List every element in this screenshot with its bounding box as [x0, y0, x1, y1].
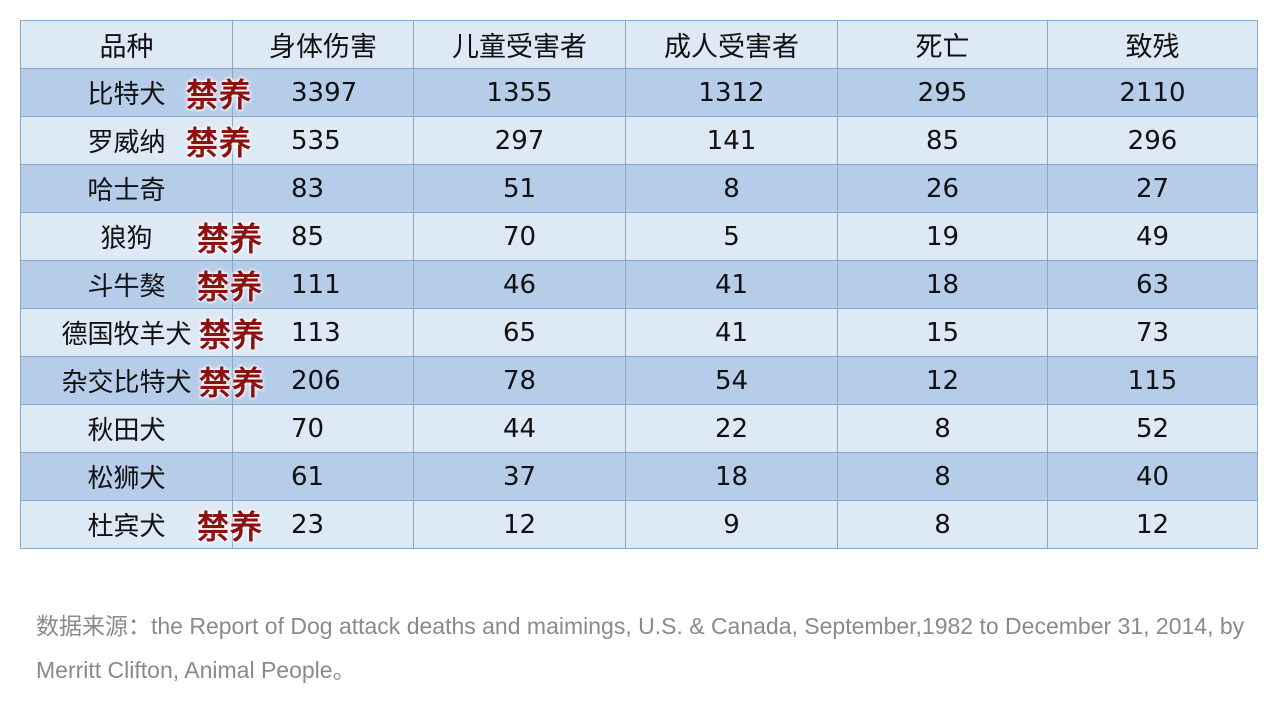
breed-name: 狼狗: [100, 224, 153, 254]
breed-cell: 德国牧羊犬 禁养: [20, 308, 264, 357]
table-row: 斗牛獒 禁养 111 46 41 18 63: [20, 260, 1258, 309]
adult-victims-cell: 18: [625, 452, 838, 501]
deaths-cell: 295: [837, 68, 1048, 117]
breed-cell: 杂交比特犬 禁养: [20, 356, 264, 405]
adult-victims-cell: 54: [625, 356, 838, 405]
deaths-cell: 26: [837, 164, 1048, 213]
maimings-cell: 27: [1047, 164, 1258, 213]
breed-cell: 松狮犬: [20, 452, 233, 501]
child-victims-cell: 44: [413, 404, 626, 453]
deaths-cell: 8: [837, 500, 1048, 549]
table-row: 秋田犬 70 44 22 8 52: [20, 404, 1258, 453]
child-victims-cell: 46: [413, 260, 626, 309]
breed-name: 哈士奇: [87, 176, 166, 206]
ban-label: 禁养: [199, 363, 266, 402]
table-row: 狼狗 禁养 85 70 5 19 49: [20, 212, 1258, 261]
deaths-cell: 8: [837, 404, 1048, 453]
maimings-cell: 52: [1047, 404, 1258, 453]
maimings-cell: 12: [1047, 500, 1258, 549]
breed-cell: 杜宾犬 禁养: [20, 500, 262, 549]
table-row: 哈士奇 83 51 8 26 27: [20, 164, 1258, 213]
table-row: 德国牧羊犬 禁养 113 65 41 15 73: [20, 308, 1258, 357]
child-victims-cell: 51: [413, 164, 626, 213]
breed-cell: 比特犬 禁养: [20, 68, 251, 117]
child-victims-cell: 65: [413, 308, 626, 357]
child-victims-cell: 78: [413, 356, 626, 405]
child-victims-cell: 297: [413, 116, 626, 165]
ban-label: 禁养: [197, 267, 264, 306]
breed-name: 比特犬: [87, 80, 166, 110]
bodily-harm-cell: 113: [232, 308, 414, 357]
header-bodily-harm: 身体伤害: [232, 20, 414, 69]
child-victims-cell: 1355: [413, 68, 626, 117]
breed-cell: 斗牛獒 禁养: [20, 260, 262, 309]
bodily-harm-cell: 85: [232, 212, 414, 261]
ban-label: 禁养: [197, 507, 264, 546]
bodily-harm-cell: 61: [232, 452, 414, 501]
maimings-cell: 115: [1047, 356, 1258, 405]
child-victims-cell: 70: [413, 212, 626, 261]
child-victims-cell: 12: [413, 500, 626, 549]
adult-victims-cell: 9: [625, 500, 838, 549]
adult-victims-cell: 41: [625, 260, 838, 309]
table-row: 比特犬 禁养 3397 1355 1312 295 2110: [20, 68, 1258, 117]
table-header-row: 品种 身体伤害 儿童受害者 成人受害者 死亡 致残: [20, 20, 1258, 69]
ban-label: 禁养: [186, 123, 253, 162]
ban-label: 禁养: [199, 315, 266, 354]
breed-name: 松狮犬: [87, 464, 166, 494]
maimings-cell: 73: [1047, 308, 1258, 357]
bodily-harm-cell: 3397: [232, 68, 414, 117]
adult-victims-cell: 41: [625, 308, 838, 357]
maimings-cell: 49: [1047, 212, 1258, 261]
maimings-cell: 2110: [1047, 68, 1258, 117]
breed-cell: 罗威纳 禁养: [20, 116, 251, 165]
bodily-harm-cell: 70: [232, 404, 414, 453]
table-body: 比特犬 禁养 3397 1355 1312 295 2110 罗威纳 禁养 535 297 141 85…: [20, 68, 1258, 549]
ban-label: 禁养: [186, 75, 253, 114]
table-row: 松狮犬 61 37 18 8 40: [20, 452, 1258, 501]
header-child-victims: 儿童受害者: [413, 20, 626, 69]
adult-victims-cell: 1312: [625, 68, 838, 117]
breed-cell: 狼狗 禁养: [20, 212, 262, 261]
breed-name: 德国牧羊犬: [61, 320, 192, 350]
dog-attack-table: 品种 身体伤害 儿童受害者 成人受害者 死亡 致残 比特犬 禁养 3397 1355 1…: [20, 20, 1258, 549]
breed-name: 杂交比特犬: [61, 368, 192, 398]
breed-name: 秋田犬: [87, 416, 166, 446]
maimings-cell: 40: [1047, 452, 1258, 501]
child-victims-cell: 37: [413, 452, 626, 501]
deaths-cell: 18: [837, 260, 1048, 309]
adult-victims-cell: 8: [625, 164, 838, 213]
maimings-cell: 296: [1047, 116, 1258, 165]
header-deaths: 死亡: [837, 20, 1048, 69]
ban-label: 禁养: [197, 219, 264, 258]
header-breed: 品种: [20, 20, 233, 69]
bodily-harm-cell: 535: [232, 116, 414, 165]
deaths-cell: 8: [837, 452, 1048, 501]
adult-victims-cell: 5: [625, 212, 838, 261]
breed-cell: 秋田犬: [20, 404, 233, 453]
deaths-cell: 12: [837, 356, 1048, 405]
deaths-cell: 15: [837, 308, 1048, 357]
deaths-cell: 85: [837, 116, 1048, 165]
breed-cell: 哈士奇: [20, 164, 233, 213]
bodily-harm-cell: 23: [232, 500, 414, 549]
deaths-cell: 19: [837, 212, 1048, 261]
source-note: 数据来源：the Report of Dog attack deaths and…: [36, 613, 1245, 683]
table-row: 杂交比特犬 禁养 206 78 54 12 115: [20, 356, 1258, 405]
table-row: 杜宾犬 禁养 23 12 9 8 12: [20, 500, 1258, 549]
breed-name: 杜宾犬: [87, 512, 166, 542]
breed-name: 罗威纳: [87, 128, 166, 158]
bodily-harm-cell: 111: [232, 260, 414, 309]
header-adult-victims: 成人受害者: [625, 20, 838, 69]
dog-attack-table-wrap: 品种 身体伤害 儿童受害者 成人受害者 死亡 致残 比特犬 禁养 3397 1355 1…: [20, 20, 1258, 555]
breed-name: 斗牛獒: [87, 272, 166, 302]
adult-victims-cell: 22: [625, 404, 838, 453]
adult-victims-cell: 141: [625, 116, 838, 165]
maimings-cell: 63: [1047, 260, 1258, 309]
bodily-harm-cell: 83: [232, 164, 414, 213]
table-row: 罗威纳 禁养 535 297 141 85 296: [20, 116, 1258, 165]
header-maimings: 致残: [1047, 20, 1258, 69]
